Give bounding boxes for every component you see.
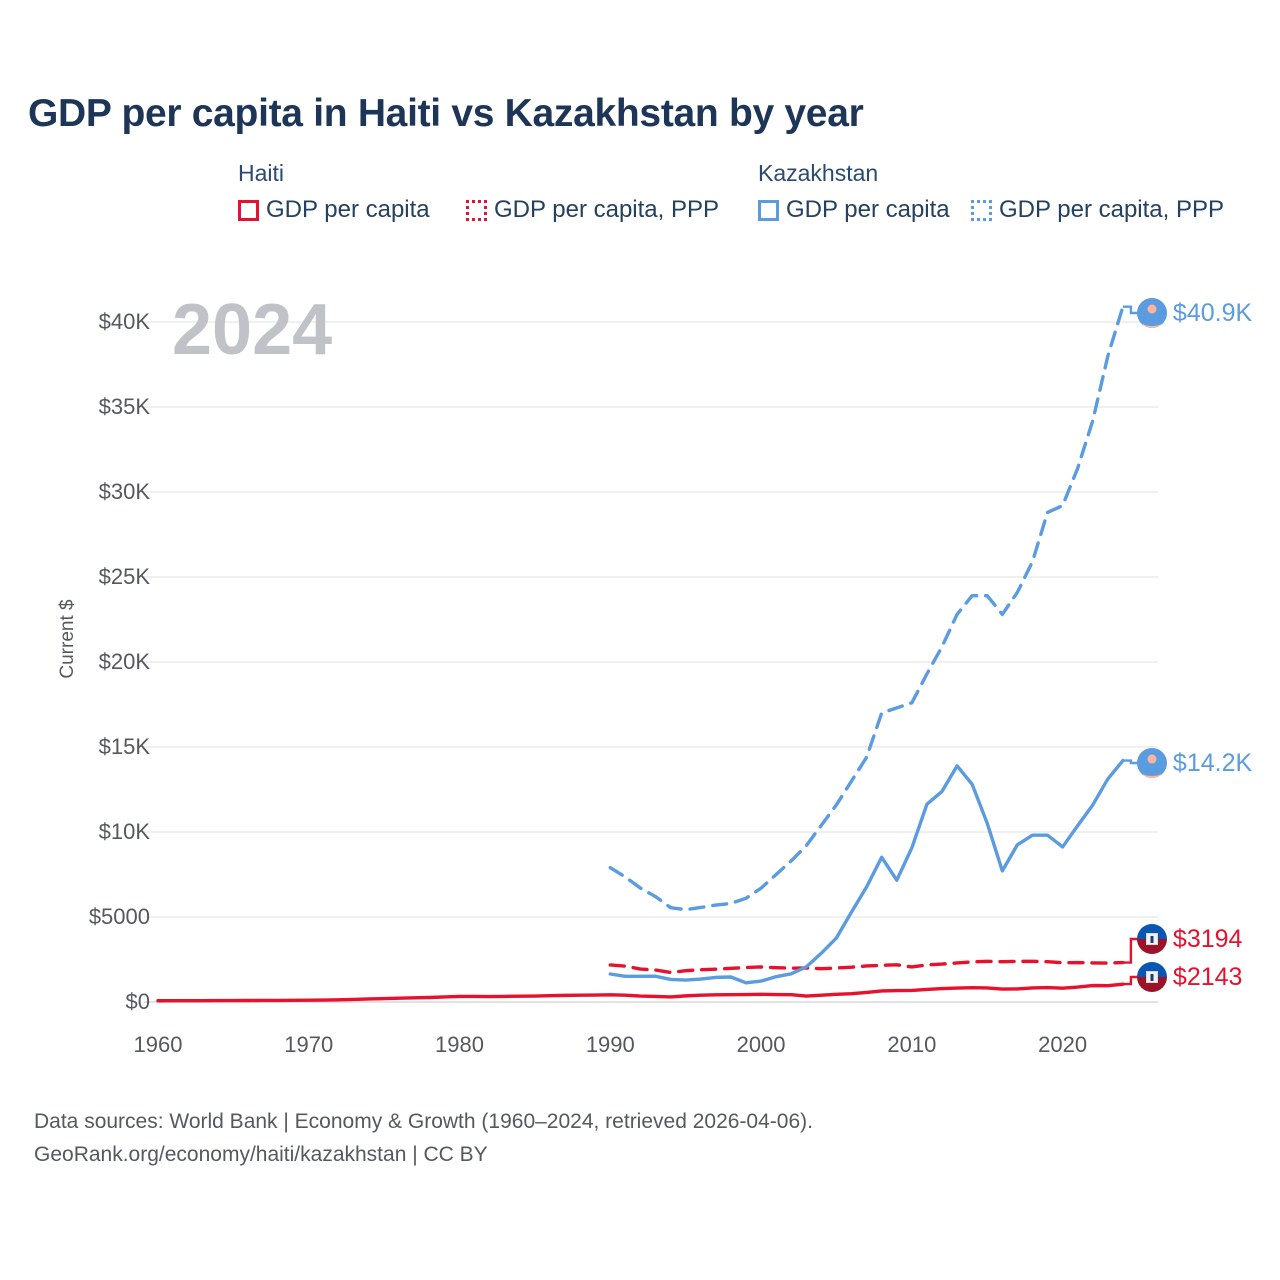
- y-axis-tick-label: $5000: [88, 904, 150, 929]
- endpoint-kazakhstan-gdp[interactable]: $14.2K: [1136, 748, 1253, 778]
- endpoint-leader-line: [1122, 759, 1139, 765]
- y-axis-tick-labels: $0 $5000 $10K $15K $20K $25K $30K $35K $40K: [20, 0, 150, 1280]
- page-title: GDP per capita in Haiti vs Kazakhstan by…: [28, 92, 864, 135]
- y-axis-tick-label: $25K: [98, 564, 150, 589]
- legend-item-haiti-gdp-per-capita-ppp[interactable]: GDP per capita, PPP: [466, 198, 719, 222]
- legend-group-haiti-title: Haiti: [238, 160, 285, 186]
- endpoint-value-label: $40.9K: [1172, 298, 1253, 327]
- x-axis-tick-label: 2020: [1038, 1032, 1088, 1057]
- endpoint-value-label: $2143: [1172, 962, 1243, 991]
- endpoint-haiti-ppp[interactable]: $3194: [1136, 924, 1243, 954]
- legend-swatch-dotted-red-icon: [466, 199, 487, 221]
- series-line: [608, 758, 1125, 985]
- x-axis-tick-label: 2010: [887, 1032, 937, 1057]
- y-axis-tick-label: $15K: [98, 734, 150, 759]
- x-axis-tick-label: 1960: [133, 1032, 183, 1057]
- footer-attribution: GeoRank.org/economy/haiti/kazakhstan | C…: [34, 1142, 488, 1166]
- kazakhstan-flag-icon: [1136, 748, 1167, 778]
- endpoint-leader-line: [1122, 975, 1139, 986]
- haiti-flag-icon: [1136, 962, 1167, 992]
- footer: Data sources: World Bank | Economy & Gro…: [34, 1106, 1234, 1171]
- y-axis-tick-label: $10K: [98, 819, 150, 844]
- x-axis-tick-label: 1990: [585, 1032, 635, 1057]
- legend-item-kazakhstan-gdp-per-capita-ppp[interactable]: GDP per capita, PPP: [971, 198, 1224, 222]
- endpoint-leader-line: [1122, 305, 1139, 315]
- endpoint-leader-line: [1122, 937, 1139, 964]
- legend-item-haiti-gdp-per-capita[interactable]: GDP per capita: [238, 198, 430, 222]
- x-axis-tick-label: 2000: [736, 1032, 786, 1057]
- x-axis-tick-label: 1980: [435, 1032, 485, 1057]
- legend-swatch-solid-red-icon: [238, 199, 259, 221]
- endpoint-leader-lines: [1122, 305, 1139, 986]
- year-watermark: 2024: [172, 290, 333, 370]
- endpoint-value-label: $3194: [1172, 924, 1243, 953]
- x-axis-tick-labels: 1960 1970 1980 1990 2000 2010 2020: [0, 1032, 1280, 1066]
- series-line: [156, 982, 1125, 1003]
- chart-legend: Haiti Kazakhstan GDP per capita GDP per …: [238, 160, 1258, 242]
- legend-swatch-solid-blue-icon: [758, 199, 779, 221]
- series-line: [608, 959, 1125, 975]
- gridlines: [144, 321, 1158, 1003]
- footer-data-sources: Data sources: World Bank | Economy & Gro…: [34, 1110, 813, 1133]
- legend-item-kazakhstan-gdp-per-capita[interactable]: GDP per capita: [758, 198, 950, 222]
- kazakhstan-flag-icon: [1136, 298, 1167, 328]
- legend-item-label: GDP per capita: [786, 196, 950, 223]
- endpoint-haiti-gdp[interactable]: $2143: [1136, 962, 1243, 992]
- endpoint-value-label: $14.2K: [1172, 748, 1253, 777]
- y-axis-tick-label: $20K: [98, 649, 150, 674]
- y-axis-tick-label: $30K: [98, 479, 150, 504]
- y-axis-tick-label: $35K: [98, 394, 150, 419]
- legend-item-label: GDP per capita: [266, 196, 430, 223]
- legend-item-label: GDP per capita, PPP: [494, 196, 719, 223]
- x-axis-tick-label: 1970: [284, 1032, 334, 1057]
- legend-item-label: GDP per capita, PPP: [999, 196, 1224, 223]
- haiti-flag-icon: [1136, 924, 1167, 954]
- series-lines: [156, 305, 1125, 1003]
- legend-swatch-dotted-blue-icon: [971, 199, 992, 221]
- series-line: [608, 305, 1125, 912]
- y-axis-tick-label: $0: [125, 989, 150, 1014]
- y-axis-tick-label: $40K: [98, 309, 150, 334]
- endpoint-kazakhstan-ppp[interactable]: $40.9K: [1136, 298, 1253, 328]
- legend-group-kazakhstan-title: Kazakhstan: [758, 160, 879, 186]
